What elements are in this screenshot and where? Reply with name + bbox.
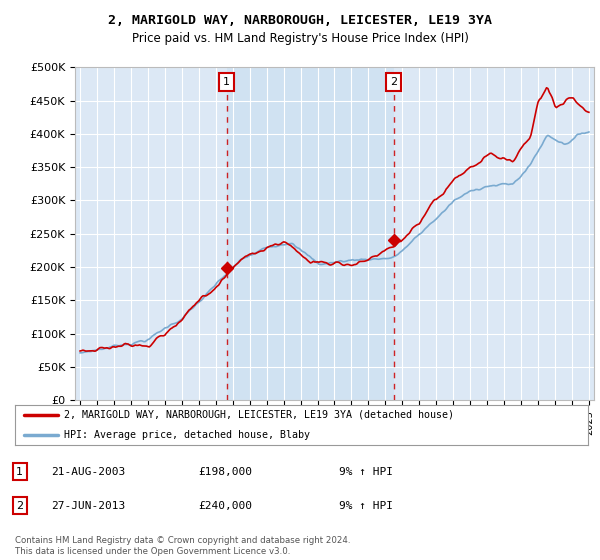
Text: Contains HM Land Registry data © Crown copyright and database right 2024.
This d: Contains HM Land Registry data © Crown c…: [15, 536, 350, 556]
Bar: [227, 67, 394, 400]
Text: 21-AUG-2003: 21-AUG-2003: [51, 466, 125, 477]
Text: 2: 2: [16, 501, 23, 511]
Text: HPI: Average price, detached house, Blaby: HPI: Average price, detached house, Blab…: [64, 430, 310, 440]
Text: 2, MARIGOLD WAY, NARBOROUGH, LEICESTER, LE19 3YA (detached house): 2, MARIGOLD WAY, NARBOROUGH, LEICESTER, …: [64, 410, 454, 420]
Text: 1: 1: [16, 466, 23, 477]
Text: 1: 1: [223, 77, 230, 87]
Text: £198,000: £198,000: [198, 466, 252, 477]
Text: £240,000: £240,000: [198, 501, 252, 511]
Text: 27-JUN-2013: 27-JUN-2013: [51, 501, 125, 511]
Text: 9% ↑ HPI: 9% ↑ HPI: [339, 466, 393, 477]
Text: 2: 2: [390, 77, 397, 87]
Text: 2, MARIGOLD WAY, NARBOROUGH, LEICESTER, LE19 3YA: 2, MARIGOLD WAY, NARBOROUGH, LEICESTER, …: [108, 14, 492, 27]
Text: 9% ↑ HPI: 9% ↑ HPI: [339, 501, 393, 511]
Text: Price paid vs. HM Land Registry's House Price Index (HPI): Price paid vs. HM Land Registry's House …: [131, 32, 469, 45]
